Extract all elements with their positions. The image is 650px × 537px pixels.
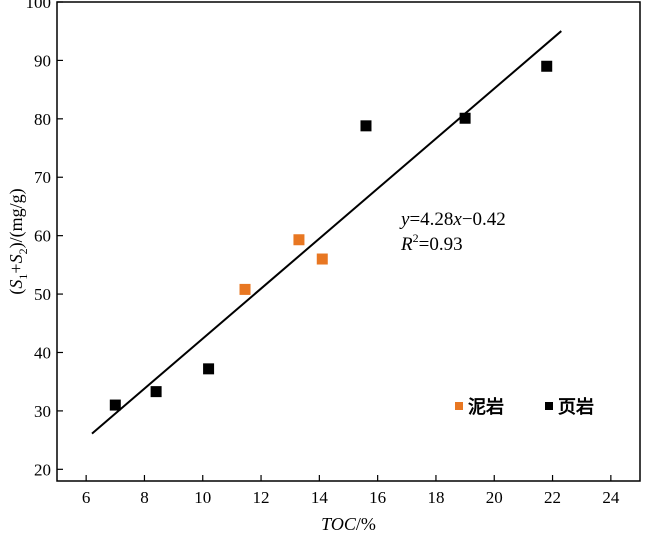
x-tick-label: 18	[427, 488, 444, 507]
shale-point	[541, 60, 553, 72]
y-tick-label: 50	[34, 285, 51, 304]
shale-point	[203, 363, 215, 375]
data-points	[109, 60, 553, 411]
x-tick-label: 24	[602, 488, 620, 507]
mudstone-point	[239, 283, 251, 295]
legend: 泥岩 页岩	[455, 396, 594, 418]
shale-point	[360, 120, 372, 132]
y-tick-label: 40	[34, 343, 51, 362]
legend-label-shale: 页岩	[558, 396, 594, 418]
x-tick-label: 6	[82, 488, 91, 507]
x-tick-label: 12	[253, 488, 270, 507]
regression-line	[91, 30, 562, 435]
shale-point	[109, 399, 121, 411]
x-tick-label: 14	[311, 488, 329, 507]
x-tick-label: 22	[544, 488, 561, 507]
shale-point	[459, 112, 471, 124]
mudstone-point	[293, 234, 305, 246]
x-tick-label: 20	[486, 488, 503, 507]
legend-marker-shale	[545, 402, 553, 410]
y-tick-label: 90	[34, 51, 51, 70]
plot-area-frame	[56, 1, 641, 482]
x-tick-label: 16	[369, 488, 386, 507]
x-axis-label: TOC/%	[321, 514, 376, 534]
y-tick-label: 100	[26, 0, 52, 12]
legend-marker-mudstone	[455, 402, 463, 410]
y-axis-label: (S1+S2)/(mg/g)	[6, 188, 30, 294]
y-tick-label: 20	[34, 460, 51, 479]
legend-label-mudstone: 泥岩	[468, 396, 504, 418]
y-tick-label: 70	[34, 168, 51, 187]
regression-r2: R2=0.93	[400, 231, 463, 255]
trendline-layer	[91, 30, 562, 435]
mudstone-point	[316, 253, 328, 265]
axis-ticks: 6 8 10 12 14 16 18 20 22 24 20 30 40 50 60 70 80 90 100	[26, 0, 620, 507]
x-tick-label: 8	[140, 488, 149, 507]
shale-point	[150, 386, 162, 398]
y-tick-label: 30	[34, 402, 51, 421]
y-tick-label: 80	[34, 110, 51, 129]
x-tick-label: 10	[194, 488, 211, 507]
y-tick-label: 60	[34, 227, 51, 246]
regression-equation: y=4.28x−0.42	[399, 209, 506, 230]
